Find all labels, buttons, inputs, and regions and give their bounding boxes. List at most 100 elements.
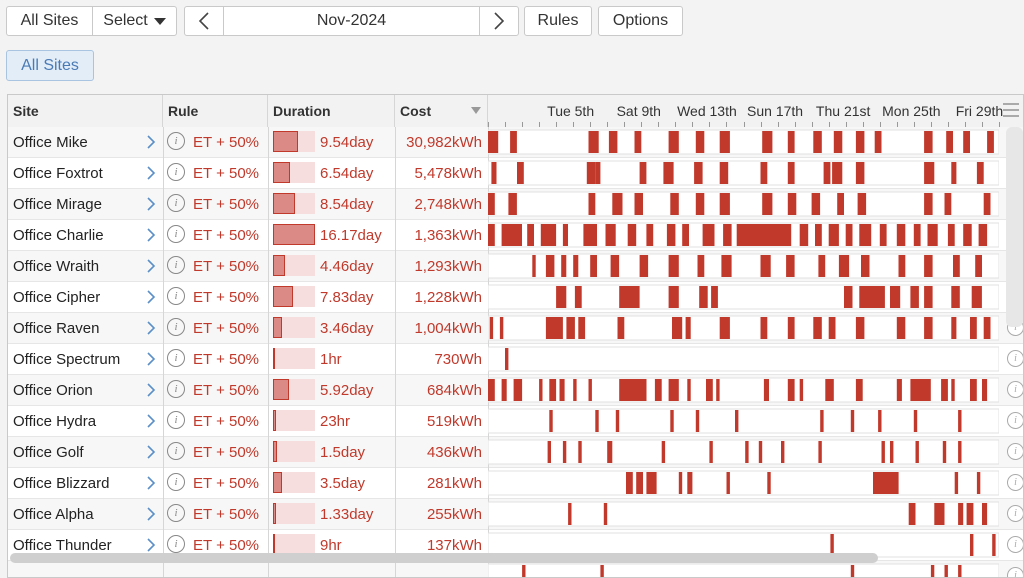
column-menu-icon[interactable] [1003, 103, 1019, 117]
info-icon[interactable]: i [167, 535, 185, 553]
info-icon[interactable]: i [167, 411, 185, 429]
timeline-track[interactable] [488, 561, 999, 577]
info-icon[interactable]: i [167, 287, 185, 305]
timeline-track[interactable] [488, 468, 999, 498]
timeline-track[interactable] [488, 189, 999, 219]
site-name[interactable]: Office Mirage [13, 195, 102, 213]
timeline-track[interactable] [488, 158, 999, 188]
all-sites-filter-chip[interactable]: All Sites [6, 50, 94, 81]
info-icon[interactable]: i [167, 473, 185, 491]
chevron-right-icon[interactable] [142, 443, 160, 461]
table-row[interactable]: Office Raven i ET + 50% 3.46day 1,004kWh i [8, 313, 1023, 344]
column-header-duration[interactable]: Duration [268, 95, 395, 127]
row-info-icon[interactable]: i [1007, 536, 1023, 553]
chevron-right-icon[interactable] [142, 505, 160, 523]
site-name[interactable]: Office Blizzard [13, 474, 110, 492]
event-bar [818, 255, 826, 277]
chevron-right-icon[interactable] [142, 536, 160, 554]
timeline-track[interactable] [488, 406, 999, 436]
site-name[interactable]: Office Cipher [13, 288, 101, 306]
info-icon[interactable]: i [167, 225, 185, 243]
table-row[interactable]: Office Golf i ET + 50% 1.5day 436kWh i [8, 437, 1023, 468]
timeline-track[interactable] [488, 375, 999, 405]
site-name[interactable]: Office Raven [13, 319, 100, 337]
row-info-icon[interactable]: i [1007, 474, 1023, 491]
site-name[interactable]: Office Orion [13, 381, 93, 399]
next-month-button[interactable] [479, 6, 519, 36]
month-display[interactable]: Nov-2024 [223, 6, 480, 36]
table-row[interactable]: Office Blizzard i ET + 50% 3.5day 281kWh i [8, 468, 1023, 499]
chevron-right-icon[interactable] [142, 164, 160, 182]
vertical-scrollbar[interactable] [1006, 127, 1023, 327]
event-bar [607, 441, 613, 463]
info-icon[interactable]: i [167, 256, 185, 274]
column-header-cost[interactable]: Cost [395, 95, 488, 127]
chevron-right-icon[interactable] [142, 381, 160, 399]
row-info-icon[interactable]: i [1007, 381, 1023, 398]
info-icon[interactable]: i [167, 318, 185, 336]
duration-value: 16.17day [320, 226, 382, 244]
chevron-right-icon[interactable] [142, 319, 160, 337]
info-icon[interactable]: i [167, 442, 185, 460]
site-name[interactable]: Office Thunder [13, 536, 112, 554]
info-icon[interactable]: i [167, 504, 185, 522]
table-row[interactable]: Office Alpha i ET + 50% 1.33day 255kWh i [8, 499, 1023, 530]
site-name[interactable]: Office Hydra [13, 412, 97, 430]
horizontal-scrollbar[interactable] [10, 553, 878, 563]
table-row[interactable]: Office Spectrum i ET + 50% 1hr 730Wh i [8, 344, 1023, 375]
chevron-right-icon[interactable] [142, 257, 160, 275]
site-name[interactable]: Office Charlie [13, 226, 104, 244]
timeline-track[interactable] [488, 282, 999, 312]
site-name[interactable]: Office Spectrum [13, 350, 121, 368]
timeline-track[interactable] [488, 220, 999, 250]
duration-value: 6.54day [320, 164, 374, 182]
table-row[interactable]: i [8, 561, 1023, 577]
timeline-track[interactable] [488, 251, 999, 281]
table-row[interactable]: Office Hydra i ET + 50% 23hr 519kWh i [8, 406, 1023, 437]
timeline-track[interactable] [488, 437, 999, 467]
info-icon[interactable]: i [167, 132, 185, 150]
table-row[interactable]: Office Orion i ET + 50% 5.92day 684kWh i [8, 375, 1023, 406]
info-icon[interactable]: i [167, 380, 185, 398]
chevron-right-icon[interactable] [142, 226, 160, 244]
info-icon[interactable]: i [167, 349, 185, 367]
timeline-track[interactable] [488, 344, 999, 374]
timeline-track[interactable] [488, 127, 999, 157]
row-info-icon[interactable]: i [1007, 350, 1023, 367]
timeline-track[interactable] [488, 313, 999, 343]
column-header-site[interactable]: Site [8, 95, 163, 127]
info-icon[interactable]: i [167, 194, 185, 212]
event-bar [915, 441, 919, 463]
previous-month-button[interactable] [184, 6, 224, 36]
chevron-right-icon[interactable] [142, 412, 160, 430]
chevron-right-icon[interactable] [142, 133, 160, 151]
select-dropdown[interactable]: Select [92, 6, 177, 36]
row-info-icon[interactable]: i [1007, 505, 1023, 522]
chevron-right-icon[interactable] [142, 288, 160, 306]
chevron-right-icon[interactable] [142, 350, 160, 368]
sort-descending-icon[interactable] [471, 107, 481, 114]
site-name[interactable]: Office Alpha [13, 505, 94, 523]
options-button[interactable]: Options [598, 6, 683, 36]
row-info-icon[interactable]: i [1007, 567, 1023, 577]
rules-button[interactable]: Rules [524, 6, 592, 36]
row-info-icon[interactable]: i [1007, 443, 1023, 460]
site-name[interactable]: Office Mike [13, 133, 88, 151]
row-info-icon[interactable]: i [1007, 412, 1023, 429]
chevron-right-icon[interactable] [142, 195, 160, 213]
all-sites-button[interactable]: All Sites [6, 6, 93, 36]
site-name[interactable]: Office Golf [13, 443, 84, 461]
timeline-track[interactable] [488, 499, 999, 529]
info-icon[interactable]: i [167, 163, 185, 181]
chevron-right-icon[interactable] [142, 474, 160, 492]
site-name[interactable]: Office Foxtrot [13, 164, 103, 182]
site-name[interactable]: Office Wraith [13, 257, 100, 275]
event-chart [488, 346, 999, 372]
column-header-rule[interactable]: Rule [163, 95, 268, 127]
